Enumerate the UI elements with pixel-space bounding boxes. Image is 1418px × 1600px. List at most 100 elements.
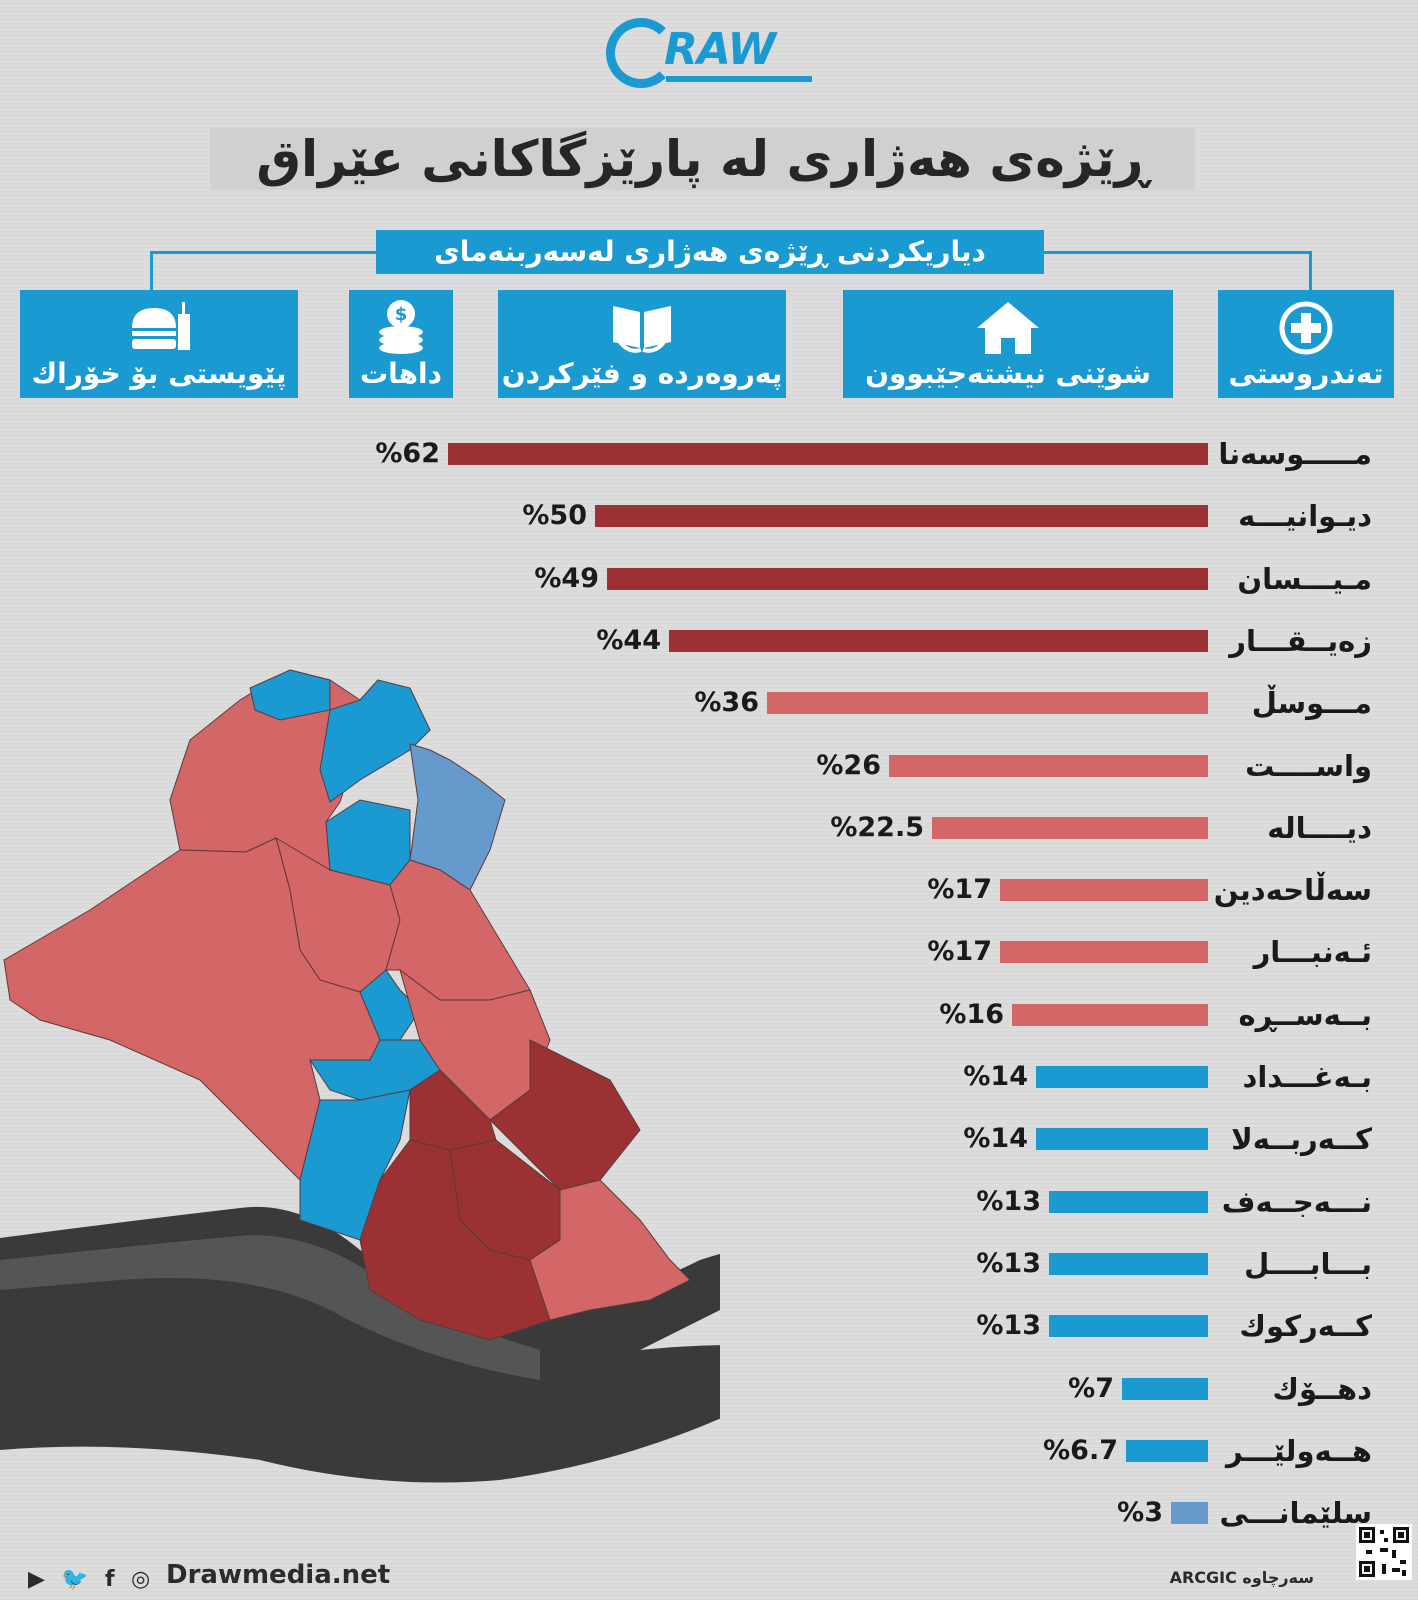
- instagram-icon[interactable]: ◎: [130, 1567, 151, 1592]
- province-erbil: [319, 679, 431, 803]
- province-basra: [529, 1179, 691, 1321]
- category-health: تەندروستی: [1218, 290, 1394, 398]
- bar: [1049, 1191, 1208, 1213]
- bar-row: دهــۆك %7: [0, 1369, 1418, 1409]
- bar-row: دیـوانیـــە %50: [0, 496, 1418, 536]
- category-label: پەروەردە و فێرکردن: [501, 357, 783, 390]
- category-housing: شوێنی نیشتەجێبوون: [843, 290, 1173, 398]
- bar-row: سلێمانـــی %3: [0, 1493, 1418, 1533]
- bar-value-label: %6.7: [1043, 1435, 1118, 1466]
- fast-food-icon: [132, 302, 190, 350]
- bar-row: بـــابــــل %13: [0, 1244, 1418, 1284]
- house-icon: [977, 302, 1039, 354]
- bar-value-label: %62: [375, 438, 440, 469]
- bar: [1122, 1378, 1208, 1400]
- bar: [1126, 1440, 1208, 1462]
- open-book-icon: [613, 306, 671, 353]
- bar: [1049, 1315, 1208, 1337]
- bar-category-label: بـــابــــل: [1244, 1247, 1372, 1281]
- qr-code-icon[interactable]: [1356, 1524, 1412, 1580]
- bar-value-label: %13: [976, 1186, 1041, 1217]
- bar: [1036, 1128, 1208, 1150]
- bar-category-label: سلێمانـــی: [1219, 1496, 1373, 1530]
- bar-category-label: هــەولێـــر: [1225, 1434, 1372, 1468]
- facebook-icon[interactable]: f: [105, 1567, 115, 1592]
- bar-category-label: مـیـــسان: [1237, 562, 1372, 596]
- source-credit: سەرچاوە ARCGIC: [1169, 1568, 1314, 1587]
- bar-row: واســــت %26: [0, 746, 1418, 786]
- bar: [1000, 879, 1208, 901]
- bar-value-label: %22.5: [830, 812, 924, 843]
- coins-icon: $: [379, 300, 423, 354]
- bar-category-label: دیـوانیـــە: [1238, 499, 1372, 533]
- bar: [1049, 1253, 1208, 1275]
- bar-row: مـــــوسەنا %62: [0, 434, 1418, 474]
- bar-row: هــەولێـــر %6.7: [0, 1431, 1418, 1471]
- category-label: پێویستی بۆ خۆراك: [31, 357, 287, 390]
- category-label: شوێنی نیشتەجێبوون: [865, 357, 1151, 390]
- health-cross-icon: [1279, 301, 1333, 355]
- social-icons: ▶ 🐦 f ◎: [28, 1564, 158, 1592]
- bar-value-label: %17: [927, 874, 992, 905]
- bar: [1036, 1066, 1208, 1088]
- province-sulaymaniyah: [409, 743, 506, 891]
- bar-value-label: %7: [1068, 1373, 1114, 1404]
- bar-category-label: کــەرکوك: [1239, 1309, 1372, 1343]
- logo-underline: [666, 76, 812, 82]
- bar-category-label: سەڵاحەدین: [1213, 873, 1372, 907]
- bar-value-label: %17: [927, 936, 992, 967]
- bar-value-label: %13: [976, 1310, 1041, 1341]
- bar-category-label: ئـەنبـــار: [1253, 935, 1372, 969]
- bar: [607, 568, 1208, 590]
- bar-row: بــەســڕە %16: [0, 995, 1418, 1035]
- bar: [669, 630, 1208, 652]
- category-label: تەندروستی: [1228, 357, 1384, 390]
- hand-illustration: [0, 1206, 720, 1483]
- connector-line-left-v: [150, 251, 153, 291]
- category-food: پێویستی بۆ خۆراك: [20, 290, 298, 398]
- bar: [595, 505, 1208, 527]
- bar-row: نـــەجــەف %13: [0, 1182, 1418, 1222]
- category-education: پەروەردە و فێرکردن: [498, 290, 786, 398]
- bar-category-label: واســــت: [1245, 749, 1372, 783]
- bar-value-label: %13: [976, 1248, 1041, 1279]
- bar-category-label: بـەغـــداد: [1242, 1060, 1372, 1094]
- youtube-icon[interactable]: ▶: [28, 1567, 45, 1592]
- bar-value-label: %3: [1117, 1497, 1163, 1528]
- bar-row: دیــــالە %22.5: [0, 808, 1418, 848]
- bar-row: زەیــقـــار %44: [0, 621, 1418, 661]
- logo-ring-icon: [606, 18, 676, 88]
- bar: [767, 692, 1208, 714]
- bar-value-label: %44: [596, 625, 661, 656]
- bar-row: سەڵاحەدین %17: [0, 870, 1418, 910]
- logo-wordmark: RAW: [664, 24, 776, 75]
- bar-category-label: بــەســڕە: [1238, 998, 1372, 1032]
- category-income: $ داهات: [349, 290, 453, 398]
- bar-value-label: %49: [534, 563, 599, 594]
- bar: [889, 755, 1208, 777]
- criteria-heading: دیاریکردنی ڕێژەی هەژاری لەسەربنەمای: [376, 230, 1044, 274]
- bar-row: ئـەنبـــار %17: [0, 932, 1418, 972]
- bar-category-label: مـــــوسەنا: [1218, 437, 1372, 471]
- connector-line-left-h: [150, 251, 376, 254]
- bar: [1012, 1004, 1208, 1026]
- bar-category-label: نـــەجــەف: [1221, 1185, 1372, 1219]
- bar-category-label: مـــوسڵ: [1251, 686, 1372, 720]
- bar-category-label: دهــۆك: [1272, 1372, 1372, 1406]
- bar-value-label: %36: [694, 687, 759, 718]
- connector-line-right-h: [1044, 251, 1312, 254]
- twitter-icon[interactable]: 🐦: [61, 1567, 89, 1592]
- province-muthanna: [359, 1139, 551, 1341]
- page-title: ڕێژەی هەژاری لە پارێزگاکانی عێراق: [210, 128, 1195, 190]
- connector-line-right-v: [1309, 251, 1312, 291]
- bar-row: مـیـــسان %49: [0, 559, 1418, 599]
- site-link[interactable]: Drawmedia.net: [166, 1560, 391, 1590]
- category-label: داهات: [359, 357, 443, 390]
- iraq-map-illustration: [0, 669, 720, 1483]
- bar: [1171, 1502, 1208, 1524]
- bar-category-label: زەیــقـــار: [1229, 624, 1372, 658]
- bar-value-label: %50: [522, 500, 587, 531]
- draw-logo: RAW: [606, 18, 812, 88]
- svg-text:$: $: [395, 304, 408, 325]
